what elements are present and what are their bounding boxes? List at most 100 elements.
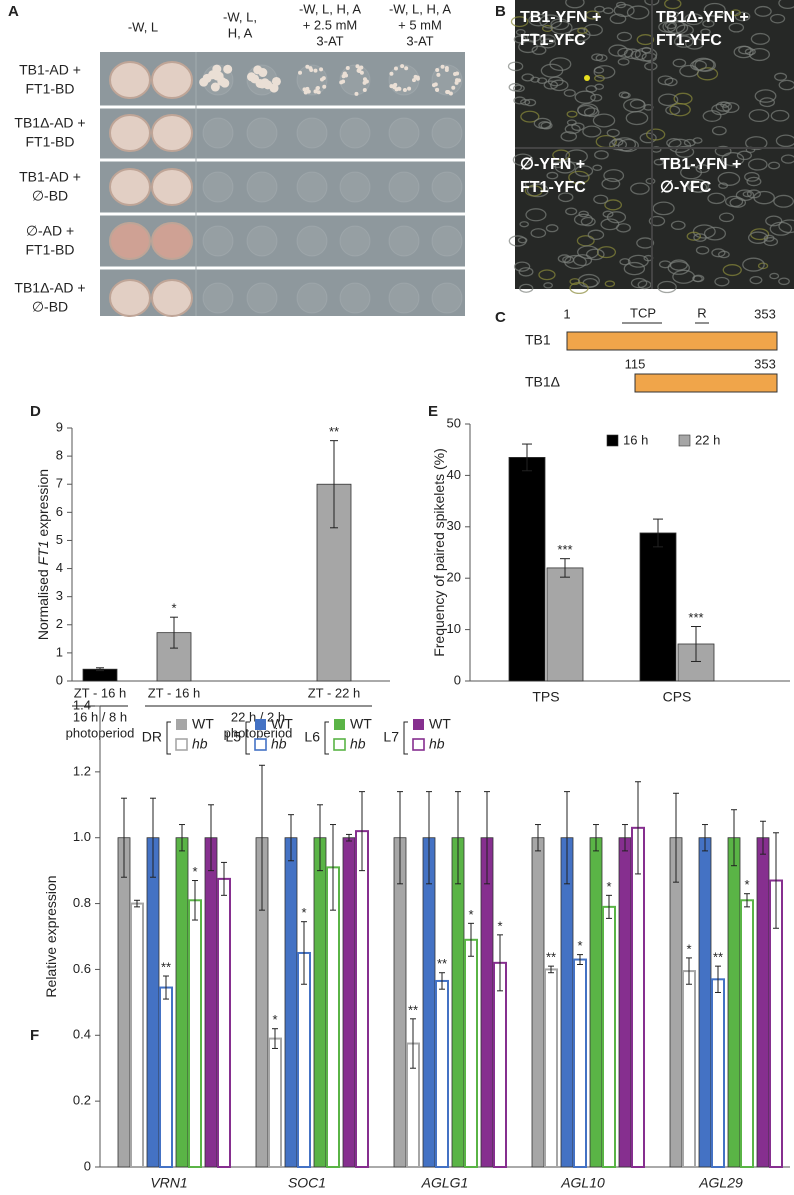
cell xyxy=(636,34,655,46)
significance: * xyxy=(468,907,473,922)
y-tick-label: 0 xyxy=(56,672,63,687)
significance: ** xyxy=(161,959,171,974)
row-label: FT1-BD xyxy=(26,134,75,150)
significance: ** xyxy=(546,950,556,965)
cell xyxy=(670,220,686,230)
colony-dot xyxy=(362,80,367,85)
cell xyxy=(611,138,624,147)
cell xyxy=(550,79,569,92)
cell xyxy=(747,158,768,171)
colony-dot xyxy=(212,64,222,74)
cell xyxy=(742,257,765,272)
colony-dot xyxy=(436,72,441,77)
residue-label: 353 xyxy=(754,356,776,371)
colony-dot xyxy=(212,71,222,81)
panel-letter: D xyxy=(30,403,41,420)
bar xyxy=(698,837,712,1168)
colony-dot xyxy=(415,75,420,80)
significance: *** xyxy=(688,610,703,625)
spot xyxy=(246,117,278,149)
micrograph xyxy=(515,0,794,289)
cell xyxy=(572,254,593,267)
cell xyxy=(669,102,691,117)
legend-label: WT xyxy=(271,716,293,732)
colony-dot xyxy=(319,67,324,72)
colony-dot xyxy=(322,84,327,89)
cell xyxy=(519,221,529,228)
cell xyxy=(692,57,715,72)
colony-dot xyxy=(253,65,263,75)
cell xyxy=(604,280,616,288)
cell xyxy=(778,0,794,10)
y-tick-label: 6 xyxy=(56,504,63,519)
colony-dot xyxy=(342,71,347,76)
y-tick-label: 0 xyxy=(84,1158,91,1173)
cell xyxy=(513,261,531,272)
bar xyxy=(544,968,558,1169)
legend-bracket xyxy=(324,721,329,755)
y-tick-label: 2 xyxy=(56,616,63,631)
bar xyxy=(422,837,436,1168)
spot xyxy=(246,171,278,203)
cell xyxy=(530,228,547,239)
bar xyxy=(560,837,574,1168)
bar xyxy=(355,830,369,1169)
colony-dot xyxy=(407,86,412,91)
cell xyxy=(722,264,742,277)
cell xyxy=(662,19,686,34)
bar xyxy=(159,986,173,1169)
colony-dot xyxy=(357,69,362,74)
spot xyxy=(202,282,234,314)
spot xyxy=(431,117,463,149)
colony-dot xyxy=(315,86,320,91)
cell xyxy=(778,277,790,286)
legend-swatch xyxy=(175,738,188,751)
cell xyxy=(574,165,594,177)
colony-dot xyxy=(223,64,233,74)
colony-dot xyxy=(456,78,461,83)
cell xyxy=(583,23,603,37)
cell xyxy=(730,9,741,17)
cell xyxy=(718,212,735,223)
cell xyxy=(590,93,603,102)
cell xyxy=(664,0,682,10)
cell xyxy=(718,182,729,189)
legend-swatch xyxy=(254,738,267,751)
x-tick-label: AGL10 xyxy=(560,1175,605,1191)
legend-label: hb xyxy=(429,736,445,752)
cell xyxy=(763,234,775,242)
cell xyxy=(645,177,656,185)
cell xyxy=(557,254,572,263)
bar xyxy=(618,837,632,1168)
cell xyxy=(778,219,794,234)
spot xyxy=(296,117,328,149)
row-label: TB1Δ-AD + xyxy=(14,115,85,131)
significance: * xyxy=(606,879,611,894)
colony-dot xyxy=(306,89,311,94)
cell xyxy=(578,210,589,218)
colony-dot xyxy=(411,78,416,83)
residue-label: 353 xyxy=(754,306,776,321)
cell xyxy=(636,237,655,249)
cell xyxy=(557,192,574,203)
cell xyxy=(711,125,727,136)
y-axis-label-part: Normalised xyxy=(35,565,51,640)
x-tick-label: CPS xyxy=(663,689,692,705)
spot xyxy=(388,117,420,149)
bar xyxy=(508,457,546,682)
legend-bracket xyxy=(166,721,171,755)
panel-letter: A xyxy=(8,3,19,20)
cell xyxy=(569,278,581,286)
cell xyxy=(540,38,557,49)
cell xyxy=(582,125,602,138)
cell xyxy=(587,229,605,240)
cell xyxy=(629,99,646,109)
bar xyxy=(631,826,645,1168)
x-tick-label: ZT - 16 h xyxy=(148,685,201,700)
cell xyxy=(746,176,762,187)
cell xyxy=(569,281,589,295)
bar xyxy=(313,837,327,1168)
cell xyxy=(596,246,617,259)
cell xyxy=(703,2,726,17)
